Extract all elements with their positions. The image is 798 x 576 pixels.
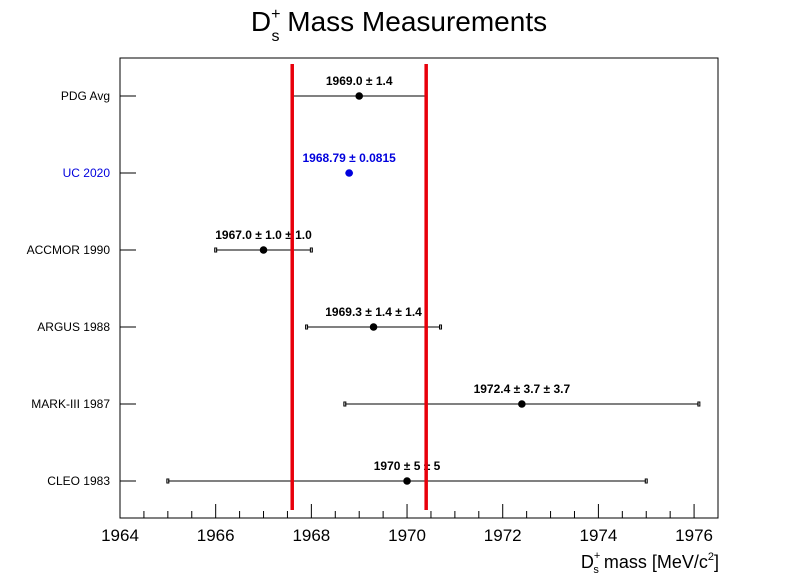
x-tick-label: 1968 [292,526,330,545]
y-tick-label: ARGUS 1988 [37,320,110,334]
error-cap [644,478,648,484]
y-tick-label: PDG Avg [61,89,110,103]
y-tick-label: MARK-III 1987 [31,397,110,411]
data-marks: 1969.0 ± 1.4 1968.79 ± 0.0815 1967.0 ± 1.0… [166,74,701,485]
x-tick-label: 1970 [388,526,426,545]
error-cap [309,247,313,253]
y-tick-label: ACCMOR 1990 [27,243,111,257]
plot-frame [119,57,719,519]
x-tick-label: 1974 [579,526,617,545]
data-label: 1970 ± 5 ± 5 [374,459,441,473]
data-label: 1969.0 ± 1.4 [326,74,393,88]
x-tick-label: 1966 [197,526,235,545]
error-cap [697,401,701,407]
data-label: 1968.79 ± 0.0815 [302,151,396,165]
error-cap [343,401,347,407]
x-axis-label: D+ s mass [MeV/c2] [581,550,719,576]
y-tick-label: UC 2020 [63,166,111,180]
x-tick-label: 1976 [675,526,713,545]
data-point [345,169,353,177]
error-cap [166,478,170,484]
data-label: 1969.3 ± 1.4 ± 1.4 [325,305,422,319]
x-tick-label: 1972 [484,526,522,545]
error-cap [305,324,309,330]
data-point [259,246,268,254]
data-point [369,323,378,331]
data-label: 1972.4 ± 3.7 ± 3.7 [474,382,571,396]
chart-title: D+ s Mass Measurements [251,6,547,45]
data-label: 1967.0 ± 1.0 ± 1.0 [215,228,312,242]
data-point [355,92,364,100]
x-tick-label: 1964 [101,526,139,545]
y-tick-label: CLEO 1983 [47,474,110,488]
error-cap [439,324,443,330]
y-axis: PDG Avg UC 2020 ACCMOR 1990 ARGUS 1988 MARK-… [27,89,136,488]
data-point [403,477,411,485]
data-point [518,400,526,408]
pdg-band [290,64,428,510]
x-axis: 1964 1966 1968 1970 1972 1974 1976 [101,504,719,545]
error-cap [214,247,218,253]
